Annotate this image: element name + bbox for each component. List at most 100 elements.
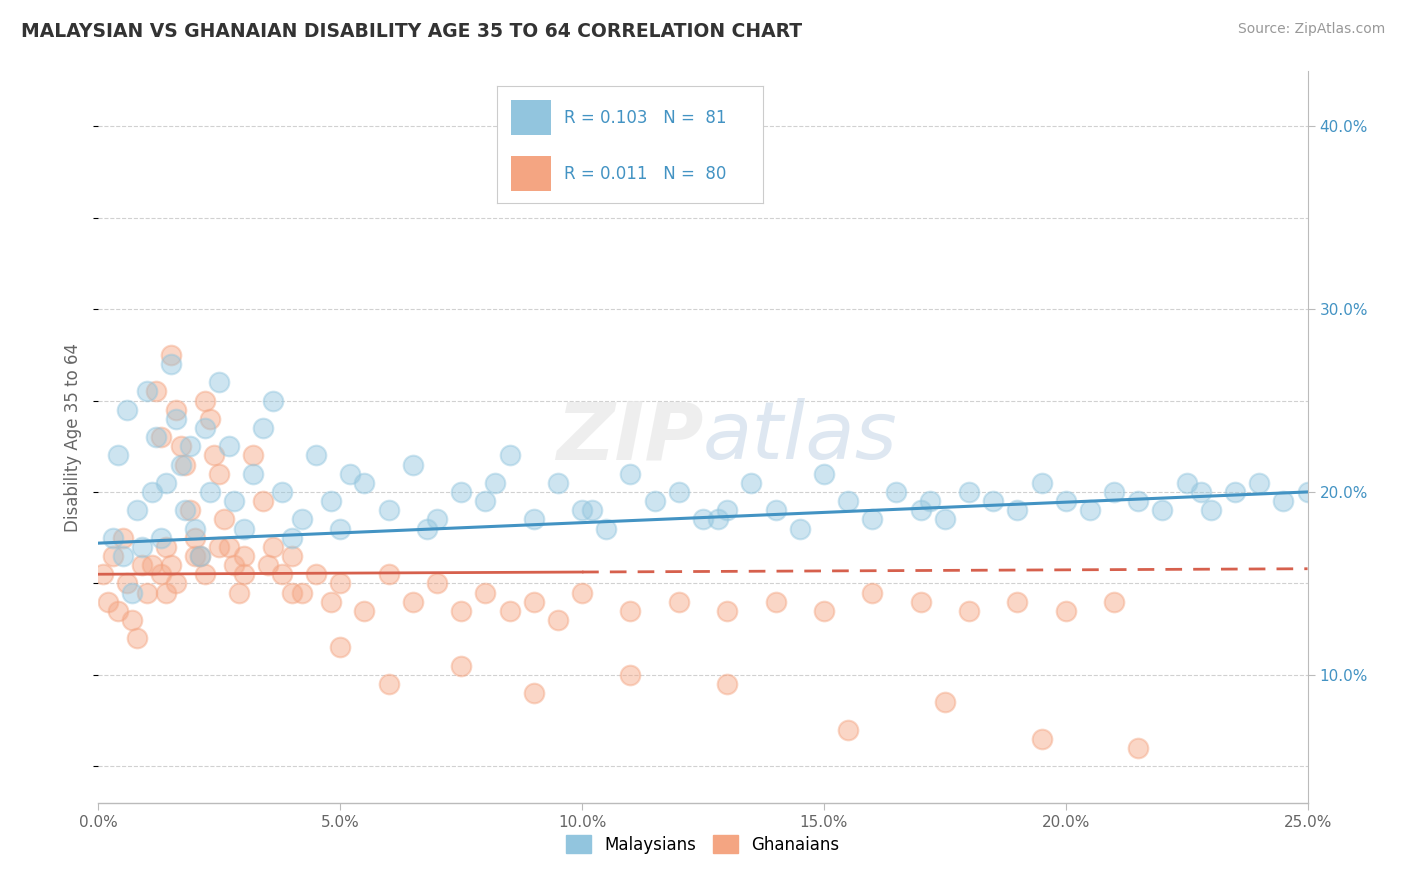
Point [860, 585, 883, 599]
Point [262, 540, 284, 554]
Point [426, 512, 449, 526]
Point [498, 604, 520, 618]
Point [692, 512, 714, 526]
Point [165, 412, 187, 426]
Point [1007, 594, 1029, 608]
Point [339, 467, 361, 481]
Point [281, 549, 304, 563]
Point [716, 677, 738, 691]
Point [228, 585, 250, 599]
Point [155, 540, 177, 554]
Point [135, 585, 157, 599]
Point [232, 567, 254, 582]
Point [1175, 475, 1198, 490]
Point [498, 448, 520, 462]
Point [174, 503, 197, 517]
Point [329, 576, 352, 591]
Text: Source: ZipAtlas.com: Source: ZipAtlas.com [1237, 22, 1385, 37]
Point [97, 594, 120, 608]
Point [101, 549, 124, 563]
Point [523, 686, 546, 700]
Point [135, 384, 157, 399]
Point [934, 695, 956, 709]
Point [619, 667, 641, 682]
Point [716, 604, 738, 618]
Point [886, 485, 908, 500]
Point [920, 494, 942, 508]
Point [208, 467, 231, 481]
Point [127, 503, 149, 517]
Point [184, 549, 207, 563]
Point [165, 576, 187, 591]
Point [910, 503, 932, 517]
Point [145, 384, 167, 399]
Point [1296, 485, 1319, 500]
Point [957, 485, 980, 500]
Point [450, 485, 472, 500]
Point [1128, 494, 1150, 508]
Point [242, 467, 264, 481]
Point [188, 549, 211, 563]
Point [523, 512, 546, 526]
Point [329, 640, 352, 655]
Point [169, 458, 191, 472]
Point [1102, 485, 1125, 500]
Point [252, 421, 274, 435]
Point [131, 540, 153, 554]
Point [319, 594, 342, 608]
Point [281, 531, 304, 545]
Point [765, 503, 787, 517]
Point [484, 475, 506, 490]
Point [595, 521, 617, 535]
Point [402, 458, 425, 472]
Point [474, 494, 496, 508]
Point [242, 448, 264, 462]
Point [571, 503, 593, 517]
Point [218, 540, 240, 554]
Point [668, 485, 690, 500]
Point [644, 494, 666, 508]
Point [837, 723, 859, 737]
Point [198, 412, 221, 426]
Point [111, 531, 134, 545]
Point [145, 430, 167, 444]
Point [281, 585, 304, 599]
Point [813, 604, 835, 618]
Point [957, 604, 980, 618]
Point [329, 521, 352, 535]
Point [174, 458, 197, 472]
Point [789, 521, 811, 535]
Point [150, 567, 173, 582]
Point [252, 494, 274, 508]
Point [523, 594, 546, 608]
Point [198, 485, 221, 500]
Point [117, 576, 139, 591]
Point [160, 357, 183, 371]
Point [107, 448, 129, 462]
Point [305, 448, 328, 462]
Point [706, 512, 728, 526]
Point [184, 531, 207, 545]
Point [212, 512, 235, 526]
Point [188, 549, 211, 563]
Point [305, 567, 328, 582]
Point [141, 558, 163, 573]
Point [910, 594, 932, 608]
Point [111, 549, 134, 563]
Point [160, 558, 183, 573]
Y-axis label: Disability Age 35 to 64: Disability Age 35 to 64 [65, 343, 83, 532]
Point [131, 558, 153, 573]
Point [740, 475, 762, 490]
Point [101, 531, 124, 545]
Legend: Malaysians, Ghanaians: Malaysians, Ghanaians [560, 829, 846, 860]
Point [547, 613, 569, 627]
Point [1152, 503, 1174, 517]
Point [353, 604, 375, 618]
Point [232, 549, 254, 563]
Point [169, 439, 191, 453]
Point [1007, 503, 1029, 517]
Point [619, 467, 641, 481]
Point [1031, 731, 1053, 746]
Point [716, 503, 738, 517]
Point [837, 494, 859, 508]
